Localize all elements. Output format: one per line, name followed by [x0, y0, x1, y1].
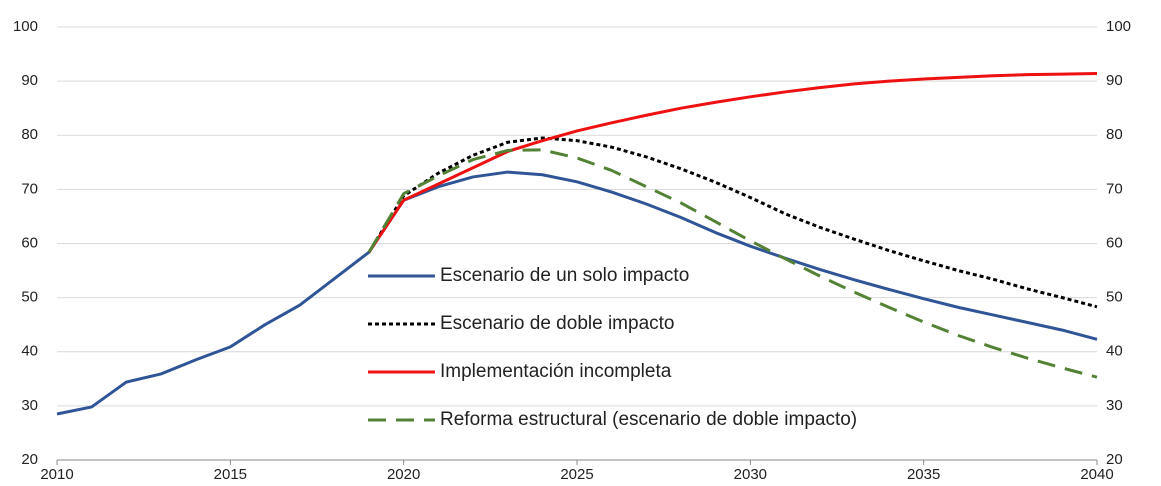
- x-tick-label: 2015: [214, 466, 247, 483]
- x-tick-label: 2040: [1080, 466, 1113, 483]
- y2-tick-label: 50: [1106, 289, 1123, 306]
- y2-tick-label: 60: [1106, 234, 1123, 251]
- y-tick-label: 40: [21, 343, 38, 360]
- legend-label: Escenario de un solo impacto: [440, 265, 689, 286]
- y-tick-label: 90: [21, 72, 38, 89]
- y2-tick-label: 30: [1106, 397, 1123, 414]
- legend-label: Reforma estructural (escenario de doble …: [440, 409, 857, 430]
- y-tick-label: 30: [21, 397, 38, 414]
- x-tick-label: 2010: [40, 466, 73, 483]
- y-tick-label: 20: [21, 451, 38, 468]
- y-tick-label: 50: [21, 289, 38, 306]
- y-tick-label: 60: [21, 234, 38, 251]
- x-tick-label: 2035: [907, 466, 940, 483]
- y2-tick-label: 70: [1106, 180, 1123, 197]
- line-series: [56, 170, 1098, 416]
- y-tick-label: 80: [21, 126, 38, 143]
- y-tick-label: 70: [21, 180, 38, 197]
- line-series: [367, 72, 1098, 253]
- y2-tick-label: 100: [1106, 18, 1131, 35]
- y2-tick-label: 80: [1106, 126, 1123, 143]
- line-series: [367, 148, 1098, 379]
- legend-label: Escenario de doble impacto: [440, 313, 674, 334]
- line-series: [367, 136, 1098, 309]
- y2-tick-label: 90: [1106, 72, 1123, 89]
- x-tick-label: 2030: [734, 466, 767, 483]
- x-tick-label: 2025: [560, 466, 593, 483]
- y-tick-label: 100: [13, 18, 38, 35]
- x-tick-label: 2020: [387, 466, 420, 483]
- y2-tick-label: 20: [1106, 451, 1123, 468]
- y2-tick-label: 40: [1106, 343, 1123, 360]
- legend-label: Implementación incompleta: [440, 361, 672, 382]
